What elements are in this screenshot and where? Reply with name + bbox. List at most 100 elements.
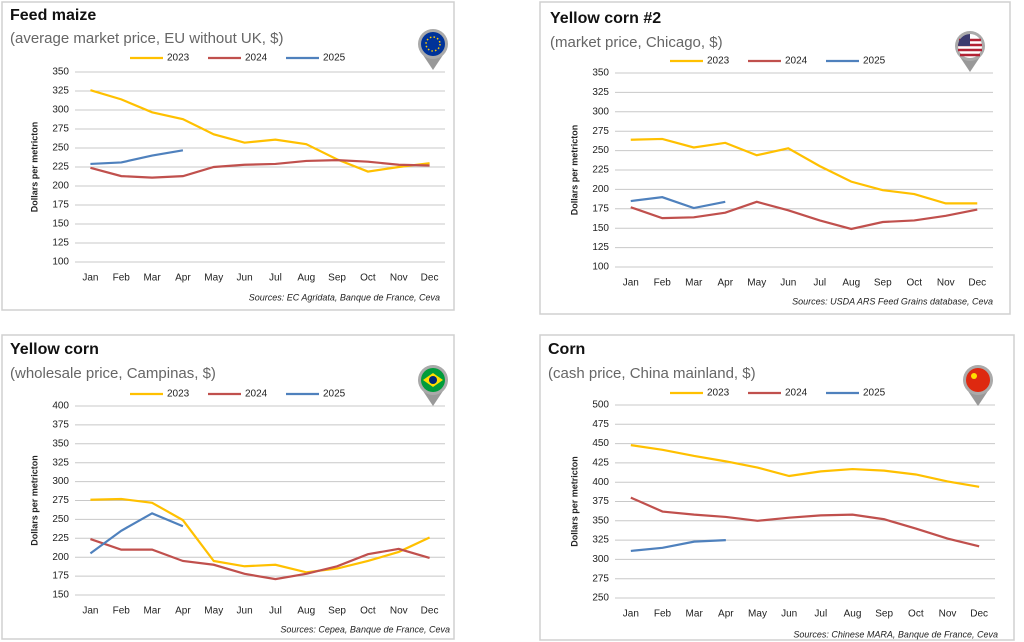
x-tick-label: Apr <box>175 273 191 284</box>
y-tick-label: 325 <box>592 535 609 546</box>
series-line <box>630 496 980 548</box>
y-tick-label: 275 <box>52 124 69 135</box>
y-tick-label: 350 <box>592 515 609 526</box>
y-tick-label: 175 <box>592 203 609 214</box>
x-tick-label: Mar <box>143 273 161 284</box>
y-tick-label: 250 <box>592 593 609 604</box>
panel-frame <box>1 334 455 640</box>
x-tick-label: Nov <box>390 606 408 617</box>
x-tick-label: Jun <box>237 606 253 617</box>
x-tick-label: Mar <box>143 606 161 617</box>
x-tick-label: Mar <box>685 278 703 289</box>
legend-label: 2025 <box>323 53 346 64</box>
y-tick-label: 250 <box>52 143 69 154</box>
y-tick-label: 350 <box>52 438 69 449</box>
y-axis-label: Dollars per metricton <box>569 125 579 216</box>
source-note: Sources: Chinese MARA, Banque de France,… <box>793 629 998 639</box>
y-tick-label: 225 <box>52 533 69 544</box>
y-tick-label: 225 <box>592 165 609 176</box>
x-tick-label: Oct <box>360 606 376 617</box>
y-axis-label: Dollars per metricton <box>29 455 39 546</box>
x-tick-label: Jul <box>813 278 826 289</box>
legend-label: 2023 <box>707 56 730 67</box>
series-line <box>630 137 978 205</box>
y-tick-label: 150 <box>592 223 609 234</box>
y-tick-label: 275 <box>52 495 69 506</box>
legend-label: 2024 <box>245 389 268 400</box>
legend-label: 2025 <box>323 389 346 400</box>
x-tick-label: Jan <box>82 273 98 284</box>
legend-label: 2024 <box>785 56 808 67</box>
series-line <box>630 539 726 553</box>
y-tick-label: 225 <box>52 162 69 173</box>
x-tick-label: Oct <box>908 609 924 620</box>
x-tick-label: Jul <box>269 273 282 284</box>
x-tick-label: Apr <box>175 606 191 617</box>
legend-label: 2024 <box>245 53 268 64</box>
legend-label: 2023 <box>707 388 730 399</box>
series-line <box>89 512 184 555</box>
x-tick-label: Oct <box>906 278 922 289</box>
y-axis-label: Dollars per metricton <box>569 456 579 547</box>
y-tick-label: 175 <box>52 571 69 582</box>
legend-label: 2025 <box>863 388 886 399</box>
x-tick-label: May <box>747 278 766 289</box>
chart-title: Yellow corn #2 <box>550 10 661 27</box>
y-tick-label: 325 <box>592 87 609 98</box>
y-tick-label: 350 <box>52 67 69 78</box>
y-tick-label: 300 <box>592 106 609 117</box>
x-tick-label: Dec <box>421 606 439 617</box>
x-tick-label: Dec <box>421 273 439 284</box>
x-tick-label: Apr <box>718 609 734 620</box>
x-tick-label: Jul <box>269 606 282 617</box>
y-tick-label: 425 <box>592 458 609 469</box>
panel-frame <box>539 1 1011 315</box>
y-tick-label: 300 <box>592 554 609 565</box>
y-tick-label: 100 <box>52 257 69 268</box>
panel-frame <box>539 334 1015 641</box>
x-tick-label: Jun <box>237 273 253 284</box>
x-tick-label: Dec <box>968 278 986 289</box>
y-tick-label: 150 <box>52 219 69 230</box>
x-tick-label: Aug <box>844 609 862 620</box>
x-tick-label: May <box>204 606 223 617</box>
x-tick-label: Aug <box>297 273 315 284</box>
x-tick-label: Jan <box>623 609 639 620</box>
series-line <box>630 444 980 488</box>
x-tick-label: May <box>204 273 223 284</box>
y-tick-label: 375 <box>52 420 69 431</box>
y-tick-label: 400 <box>592 477 609 488</box>
chart-panel: Yellow corn #2 (market price, Chicago, $)… <box>539 1 1011 315</box>
x-tick-label: Feb <box>113 606 131 617</box>
flag-us <box>955 31 985 72</box>
y-tick-label: 325 <box>52 457 69 468</box>
series-line <box>90 538 430 581</box>
y-tick-label: 300 <box>52 105 69 116</box>
x-tick-label: Oct <box>360 273 376 284</box>
x-tick-label: Feb <box>113 273 131 284</box>
x-tick-label: Dec <box>970 609 988 620</box>
chart-panel: Yellow corn (wholesale price, Campinas, $… <box>1 334 455 640</box>
flag-eu <box>418 29 448 70</box>
chart-panel: Feed maize (average market price, EU with… <box>1 1 455 311</box>
x-tick-label: Nov <box>939 609 957 620</box>
chart-subtitle: (wholesale price, Campinas, $) <box>10 365 216 382</box>
series-line <box>630 196 726 210</box>
source-note: Sources: USDA ARS Feed Grains database, … <box>792 296 993 306</box>
x-tick-label: Sep <box>875 609 893 620</box>
x-tick-label: Jul <box>814 609 827 620</box>
x-tick-label: Feb <box>654 278 672 289</box>
y-tick-label: 250 <box>52 514 69 525</box>
x-tick-label: Nov <box>390 273 408 284</box>
x-tick-label: May <box>748 609 767 620</box>
y-tick-label: 325 <box>52 86 69 97</box>
source-note: Sources: EC Agridata, Banque de France, … <box>249 292 440 302</box>
x-tick-label: Feb <box>654 609 672 620</box>
flag-brazil <box>418 365 448 406</box>
x-tick-label: Jun <box>780 278 796 289</box>
y-tick-label: 125 <box>592 242 609 253</box>
chart-subtitle: (average market price, EU without UK, $) <box>10 30 283 47</box>
x-tick-label: Sep <box>328 606 346 617</box>
legend-label: 2024 <box>785 388 808 399</box>
